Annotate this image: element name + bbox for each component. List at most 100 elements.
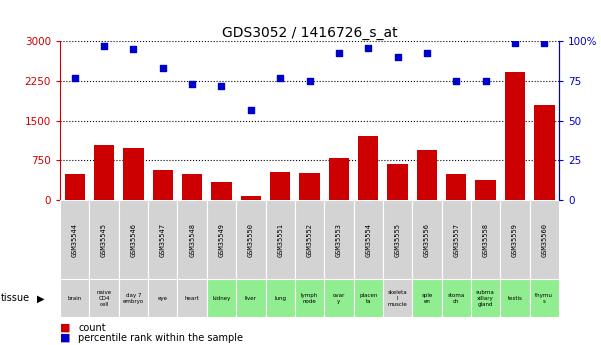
Text: eye: eye xyxy=(158,296,168,301)
Text: ovar
y: ovar y xyxy=(333,293,345,304)
Bar xyxy=(177,200,207,279)
Title: GDS3052 / 1416726_s_at: GDS3052 / 1416726_s_at xyxy=(222,26,397,40)
Bar xyxy=(353,279,383,317)
Text: GSM35550: GSM35550 xyxy=(248,223,254,257)
Bar xyxy=(119,200,148,279)
Text: GSM35547: GSM35547 xyxy=(160,223,166,257)
Text: GSM35559: GSM35559 xyxy=(512,223,518,257)
Bar xyxy=(295,279,324,317)
Bar xyxy=(60,200,90,279)
Bar xyxy=(123,148,144,200)
Text: ▶: ▶ xyxy=(37,294,44,303)
Bar xyxy=(471,279,500,317)
Point xyxy=(158,66,168,71)
Point xyxy=(70,75,79,81)
Bar xyxy=(153,170,173,200)
Bar xyxy=(266,200,295,279)
Point xyxy=(275,75,285,81)
Text: GSM35549: GSM35549 xyxy=(219,223,225,257)
Text: GSM35551: GSM35551 xyxy=(277,223,283,257)
Text: ■: ■ xyxy=(60,333,70,343)
Bar xyxy=(90,200,119,279)
Point xyxy=(129,47,138,52)
Text: GSM35544: GSM35544 xyxy=(72,223,78,257)
Text: subma
xillary
gland: subma xillary gland xyxy=(476,290,495,307)
Point xyxy=(305,78,314,84)
Text: naive
CD4
cell: naive CD4 cell xyxy=(97,290,112,307)
Bar xyxy=(358,136,379,200)
Point xyxy=(451,78,461,84)
Text: lung: lung xyxy=(274,296,286,301)
Text: thymu
s: thymu s xyxy=(535,293,553,304)
Bar xyxy=(207,200,236,279)
Text: GSM35560: GSM35560 xyxy=(542,223,548,257)
Text: brain: brain xyxy=(68,296,82,301)
Text: GSM35554: GSM35554 xyxy=(365,223,371,257)
Bar xyxy=(387,164,408,200)
Text: GSM35556: GSM35556 xyxy=(424,223,430,257)
Point xyxy=(334,50,344,55)
Bar xyxy=(471,200,500,279)
Bar xyxy=(353,200,383,279)
Bar xyxy=(412,279,442,317)
Bar xyxy=(505,72,525,200)
Text: GSM35546: GSM35546 xyxy=(130,223,136,257)
Bar xyxy=(442,279,471,317)
Bar xyxy=(148,279,177,317)
Bar xyxy=(236,279,266,317)
Bar xyxy=(529,279,559,317)
Text: GSM35545: GSM35545 xyxy=(101,223,107,257)
Text: heart: heart xyxy=(185,296,200,301)
Text: count: count xyxy=(78,323,106,333)
Bar xyxy=(383,279,412,317)
Text: placen
ta: placen ta xyxy=(359,293,377,304)
Bar xyxy=(416,150,437,200)
Bar xyxy=(295,200,324,279)
Point xyxy=(217,83,227,89)
Text: GSM35553: GSM35553 xyxy=(336,223,342,257)
Text: percentile rank within the sample: percentile rank within the sample xyxy=(78,333,243,343)
Bar xyxy=(446,174,466,200)
Text: day 7
embryо: day 7 embryо xyxy=(123,293,144,304)
Point xyxy=(392,55,402,60)
Bar xyxy=(60,279,90,317)
Bar xyxy=(64,174,85,200)
Bar xyxy=(182,174,203,200)
Text: lymph
node: lymph node xyxy=(301,293,318,304)
Bar xyxy=(324,279,353,317)
Bar xyxy=(475,180,496,200)
Text: GSM35552: GSM35552 xyxy=(307,223,313,257)
Text: tissue: tissue xyxy=(1,294,29,303)
Text: GSM35557: GSM35557 xyxy=(453,223,459,257)
Bar xyxy=(266,279,295,317)
Text: sple
en: sple en xyxy=(421,293,433,304)
Bar xyxy=(500,279,529,317)
Text: testis: testis xyxy=(507,296,522,301)
Text: kidney: kidney xyxy=(212,296,231,301)
Point xyxy=(246,107,255,112)
Bar xyxy=(119,279,148,317)
Text: stoma
ch: stoma ch xyxy=(448,293,465,304)
Bar xyxy=(94,145,114,200)
Bar xyxy=(534,105,555,200)
Bar xyxy=(383,200,412,279)
Point xyxy=(99,43,109,49)
Point xyxy=(422,50,432,55)
Text: GSM35558: GSM35558 xyxy=(483,223,489,257)
Bar xyxy=(529,200,559,279)
Point xyxy=(540,40,549,46)
Bar xyxy=(236,200,266,279)
Bar xyxy=(90,279,119,317)
Point xyxy=(481,78,490,84)
Text: ■: ■ xyxy=(60,323,70,333)
Bar xyxy=(329,158,349,200)
Bar xyxy=(148,200,177,279)
Bar xyxy=(211,181,232,200)
Text: skeleta
l
muscle: skeleta l muscle xyxy=(388,290,407,307)
Bar xyxy=(270,172,290,200)
Bar xyxy=(240,196,261,200)
Point xyxy=(188,81,197,87)
Bar xyxy=(177,279,207,317)
Bar xyxy=(442,200,471,279)
Point xyxy=(510,40,520,46)
